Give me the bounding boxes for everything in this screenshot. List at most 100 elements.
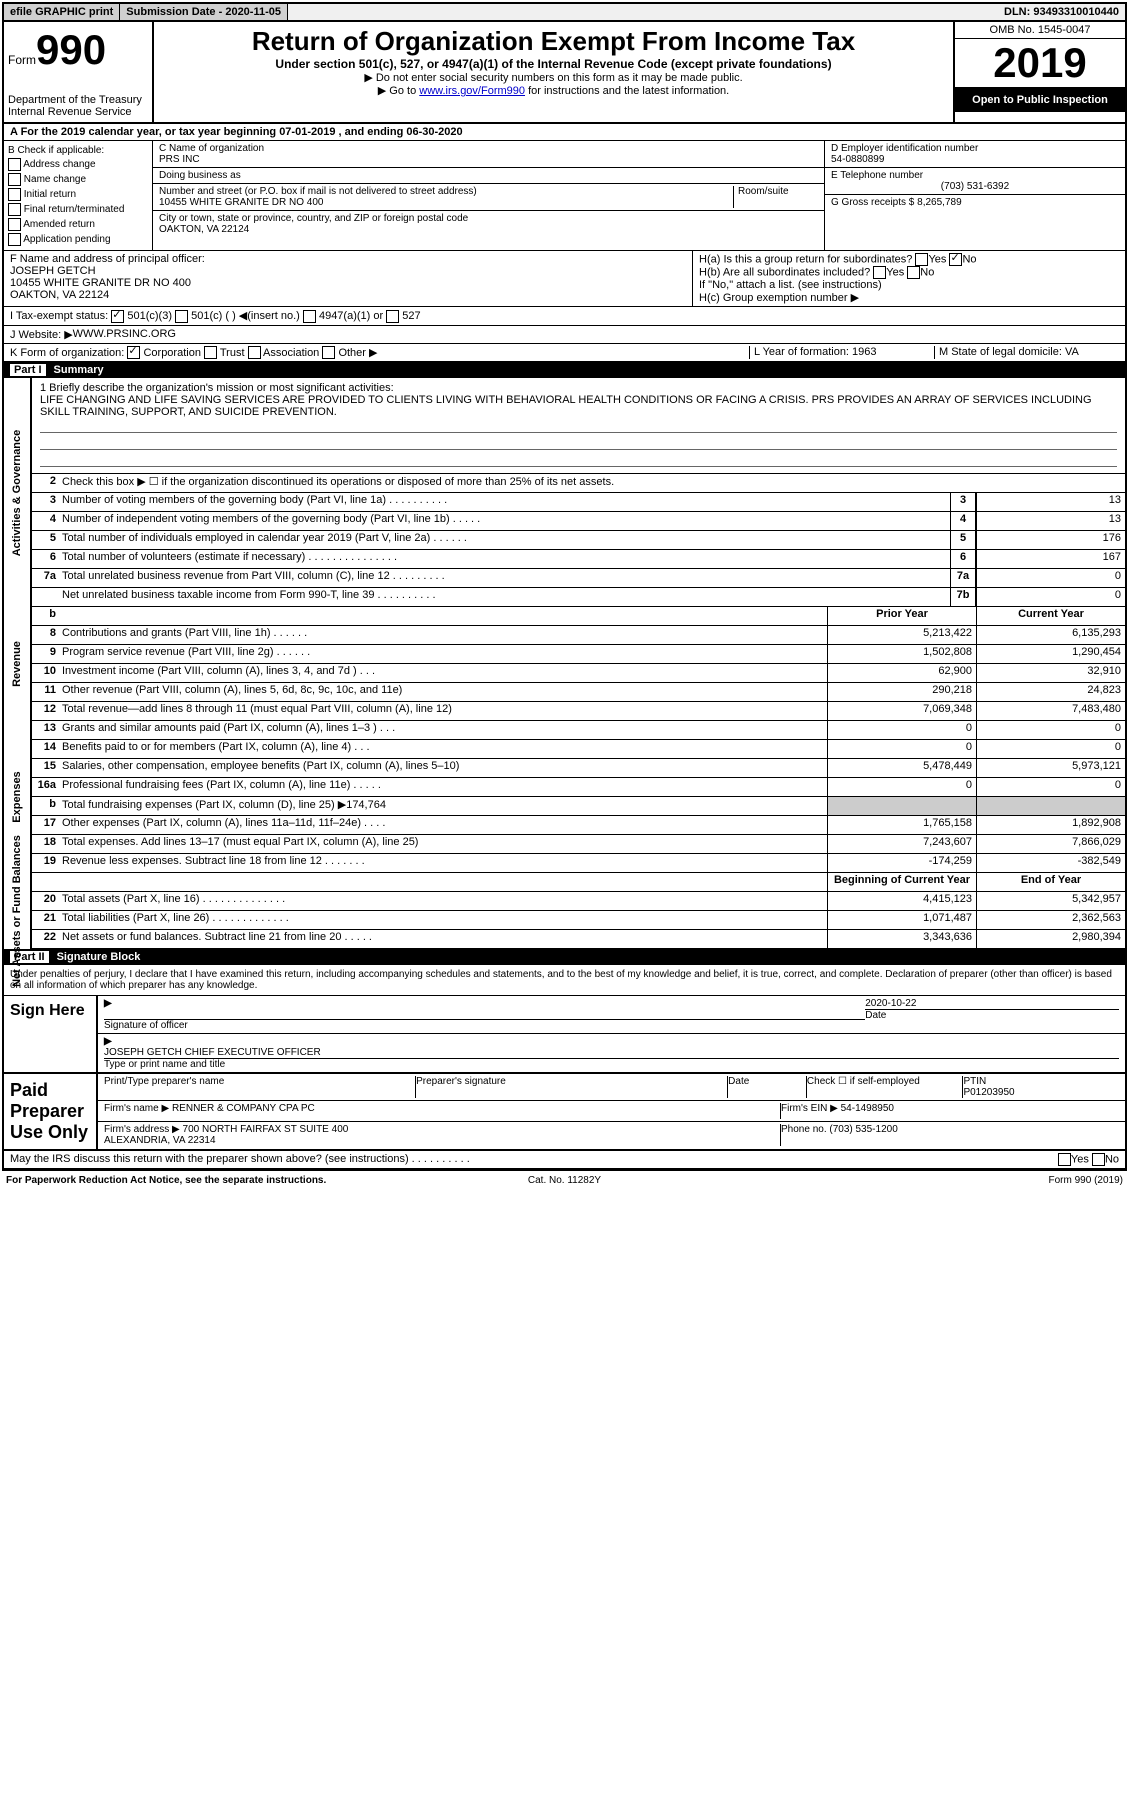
- tax-year: 2019: [955, 39, 1125, 88]
- footer: For Paperwork Reduction Act Notice, see …: [0, 1173, 1129, 1188]
- firm-ein-label: Firm's EIN ▶: [781, 1103, 841, 1114]
- col-b-check-applicable: B Check if applicable: Address change Na…: [4, 141, 153, 250]
- i-label: I Tax-exempt status:: [10, 310, 108, 322]
- cb-corp[interactable]: [127, 346, 140, 359]
- section-k-l-m: K Form of organization: Corporation Trus…: [4, 344, 1125, 363]
- irs-discuss-question: May the IRS discuss this return with the…: [10, 1153, 1058, 1166]
- irs-discuss-row: May the IRS discuss this return with the…: [4, 1151, 1125, 1169]
- line-14: Benefits paid to or for members (Part IX…: [58, 740, 827, 758]
- mission-text: LIFE CHANGING AND LIFE SAVING SERVICES A…: [40, 394, 1117, 418]
- ssn-notice: ▶ Do not enter social security numbers o…: [158, 71, 949, 84]
- c-addr-label: Number and street (or P.O. box if mail i…: [159, 186, 733, 197]
- firm-name-label: Firm's name ▶: [104, 1103, 172, 1114]
- sign-here-block: Sign Here ▶Signature of officer 2020-10-…: [4, 996, 1125, 1074]
- net-assets-section: Net Assets or Fund Balances Beginning of…: [4, 873, 1125, 949]
- c-org-name: PRS INC: [159, 154, 818, 165]
- dept-treasury: Department of the Treasury: [8, 94, 148, 106]
- cb-4947a1[interactable]: [303, 310, 316, 323]
- firm-city: ALEXANDRIA, VA 22314: [104, 1135, 780, 1146]
- paid-preparer-block: Paid Preparer Use Only Print/Type prepar…: [4, 1074, 1125, 1151]
- m-label: M State of legal domicile:: [939, 346, 1065, 358]
- cb-initial-return[interactable]: [8, 188, 21, 201]
- ptin-value: P01203950: [963, 1087, 1119, 1098]
- form-number: Form990: [8, 26, 148, 74]
- line-2: Check this box ▶ ☐ if the organization d…: [58, 474, 1125, 492]
- efile-print-btn[interactable]: efile GRAPHIC print: [4, 4, 120, 20]
- cb-ha-yes[interactable]: [915, 253, 928, 266]
- self-employed-check: Check ☐ if self-employed: [807, 1076, 964, 1098]
- form-header: Form990 Department of the Treasury Inter…: [4, 22, 1125, 124]
- section-j: J Website: ▶ WWW.PRSINC.ORG: [4, 326, 1125, 344]
- line-6: Total number of volunteers (estimate if …: [58, 550, 950, 568]
- cb-app-pending[interactable]: [8, 233, 21, 246]
- m-state: VA: [1065, 346, 1079, 358]
- cb-ha-no[interactable]: [949, 253, 962, 266]
- line-9: Program service revenue (Part VIII, line…: [58, 645, 827, 663]
- preparer-sig-col: Preparer's signature: [416, 1076, 728, 1098]
- form-title: Return of Organization Exempt From Incom…: [158, 26, 949, 57]
- goto-link-line: ▶ Go to www.irs.gov/Form990 for instruct…: [158, 84, 949, 97]
- c-dba: Doing business as: [153, 168, 824, 184]
- cb-527[interactable]: [386, 310, 399, 323]
- c-name-label: C Name of organization: [159, 143, 818, 154]
- cb-501c3[interactable]: [111, 310, 124, 323]
- form-version: Form 990 (2019): [751, 1175, 1123, 1186]
- line-10: Investment income (Part VIII, column (A)…: [58, 664, 827, 682]
- irs-form990-link[interactable]: www.irs.gov/Form990: [419, 85, 525, 97]
- sign-here-label: Sign Here: [4, 996, 98, 1072]
- expenses-section: Expenses 13Grants and similar amounts pa…: [4, 721, 1125, 873]
- dln: DLN: 93493310010440: [998, 4, 1125, 20]
- g-gross-label: G Gross receipts $: [831, 197, 917, 208]
- cb-hb-yes[interactable]: [873, 266, 886, 279]
- cb-hb-no[interactable]: [907, 266, 920, 279]
- begin-year-head: Beginning of Current Year: [827, 873, 976, 891]
- e-phone: (703) 531-6392: [831, 181, 1119, 192]
- line-15: Salaries, other compensation, employee b…: [58, 759, 827, 777]
- d-ein-label: D Employer identification number: [831, 143, 1119, 154]
- cb-name-change[interactable]: [8, 173, 21, 186]
- preparer-date-col: Date: [728, 1076, 807, 1098]
- cb-assoc[interactable]: [248, 346, 261, 359]
- cb-discuss-yes[interactable]: [1058, 1153, 1071, 1166]
- cat-no: Cat. No. 11282Y: [378, 1175, 750, 1186]
- h-c-exempt: H(c) Group exemption number ▶: [699, 291, 1119, 304]
- cb-other[interactable]: [322, 346, 335, 359]
- cb-final-return[interactable]: [8, 203, 21, 216]
- cb-address-change[interactable]: [8, 158, 21, 171]
- line-12: Total revenue—add lines 8 through 11 (mu…: [58, 702, 827, 720]
- cb-discuss-no[interactable]: [1092, 1153, 1105, 1166]
- cb-trust[interactable]: [204, 346, 217, 359]
- j-website: WWW.PRSINC.ORG: [73, 328, 176, 341]
- cb-501c[interactable]: [175, 310, 188, 323]
- line-11: Other revenue (Part VIII, column (A), li…: [58, 683, 827, 701]
- line-6-value: 167: [976, 550, 1125, 568]
- sig-date-label: Date: [865, 1009, 1119, 1021]
- c-city-label: City or town, state or province, country…: [159, 213, 818, 224]
- open-to-public: Open to Public Inspection: [955, 88, 1125, 112]
- paperwork-notice: For Paperwork Reduction Act Notice, see …: [6, 1175, 378, 1186]
- paid-preparer-label: Paid Preparer Use Only: [4, 1074, 98, 1149]
- line-20: Total assets (Part X, line 16) . . . . .…: [58, 892, 827, 910]
- form-subtitle: Under section 501(c), 527, or 4947(a)(1)…: [158, 57, 949, 71]
- vert-label-rev: Revenue: [11, 641, 23, 687]
- sig-date-value: 2020-10-22: [865, 998, 1119, 1009]
- end-year-head: End of Year: [976, 873, 1125, 891]
- j-label: J Website: ▶: [10, 328, 73, 341]
- firm-ein: 54-1498950: [841, 1103, 894, 1114]
- f-officer-city: OAKTON, VA 22124: [10, 289, 686, 301]
- cb-amended[interactable]: [8, 218, 21, 231]
- f-officer-addr: 10455 WHITE GRANITE DR NO 400: [10, 277, 686, 289]
- part-ii-header: Part IISignature Block: [4, 949, 1125, 965]
- top-bar: efile GRAPHIC print Submission Date - 20…: [4, 4, 1125, 22]
- l-label: L Year of formation:: [754, 346, 852, 358]
- line-13: Grants and similar amounts paid (Part IX…: [58, 721, 827, 739]
- type-print-label: Type or print name and title: [104, 1058, 1119, 1070]
- line-22: Net assets or fund balances. Subtract li…: [58, 930, 827, 948]
- line-3: Number of voting members of the governin…: [58, 493, 950, 511]
- current-year-head: Current Year: [976, 607, 1125, 625]
- line-3-value: 13: [976, 493, 1125, 511]
- h-b-subs: H(b) Are all subordinates included? Yes …: [699, 266, 1119, 279]
- section-i: I Tax-exempt status: 501(c)(3) 501(c) ( …: [4, 307, 1125, 326]
- firm-addr-label: Firm's address ▶: [104, 1124, 183, 1135]
- h-b-note: If "No," attach a list. (see instruction…: [699, 279, 1119, 291]
